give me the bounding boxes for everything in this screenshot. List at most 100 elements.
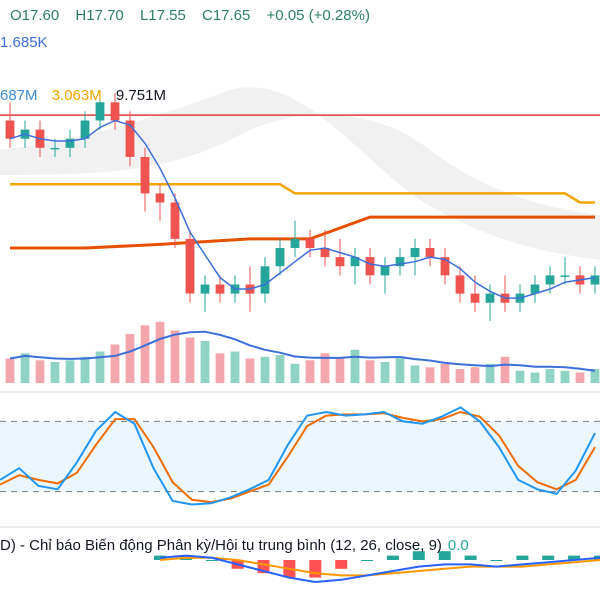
candle-body <box>215 284 225 294</box>
candle-body <box>80 120 90 139</box>
volume-bar <box>260 356 270 384</box>
candle-body <box>485 293 495 303</box>
macd-histogram-bar <box>335 560 348 569</box>
high-value: H17.70 <box>75 7 124 24</box>
volume-bar <box>290 363 300 384</box>
macd-signal-line <box>159 556 600 577</box>
volume-bar <box>20 353 30 384</box>
candle-body <box>425 248 435 258</box>
volume-bar <box>140 325 150 384</box>
macd-histogram-bar <box>542 555 555 560</box>
volume-bar <box>365 360 375 384</box>
macd-histogram-bar <box>309 560 322 578</box>
volume-bar <box>245 358 255 383</box>
volume-bar <box>485 363 495 384</box>
candle-body <box>410 248 420 258</box>
candle-body <box>50 147 60 150</box>
candle-body <box>590 275 600 285</box>
candle-body <box>455 275 465 294</box>
macd-histogram-bar <box>490 560 503 561</box>
candle-body <box>5 120 15 139</box>
candle-body <box>110 102 120 121</box>
macd-histogram-bar <box>386 555 399 560</box>
macd-line <box>159 554 600 584</box>
macd-histogram-bar <box>412 551 425 560</box>
volume-bar <box>185 337 195 383</box>
candle-body <box>275 248 285 267</box>
volume-bar <box>5 358 15 383</box>
volume-ma-line <box>9 330 596 372</box>
macd-histogram-bar <box>361 560 374 561</box>
candle-body <box>155 193 165 203</box>
candle-body <box>95 102 105 121</box>
cloud-area <box>0 87 600 260</box>
orange-level-line <box>10 183 595 204</box>
volume-bar <box>425 367 435 384</box>
stoch-k-line <box>0 406 596 506</box>
candle-body <box>260 266 270 294</box>
close-value: C17.65 <box>202 7 251 24</box>
macd-histogram-bar <box>438 551 451 560</box>
volume-value: 1.685K <box>0 34 48 51</box>
volume-bar <box>65 360 75 384</box>
volume-bar <box>215 353 225 384</box>
stoch-d-line <box>0 410 596 504</box>
macd-legend: D) - Chỉ báo Biến động Phân kỳ/Hội tụ tr… <box>0 537 469 554</box>
macd-histogram-bar <box>568 555 581 560</box>
candle-body <box>140 157 150 194</box>
volume-bar <box>575 372 585 383</box>
candle-body <box>65 138 75 148</box>
volume-bar <box>470 367 480 384</box>
volume-bar <box>95 351 105 383</box>
candle-body <box>380 266 390 276</box>
candle-body <box>200 284 210 294</box>
volume-bar <box>50 362 60 383</box>
volume-bar <box>530 372 540 383</box>
candle-body <box>290 238 300 248</box>
candle-body <box>185 238 195 294</box>
candle-body <box>170 202 180 239</box>
open-value: O17.60 <box>10 7 60 24</box>
volume-bar <box>560 370 570 384</box>
volume-bar <box>125 334 135 383</box>
ohlc-legend: O17.60 H17.70 L17.55 C17.65 +0.05 (+0.28… <box>10 7 382 24</box>
volume-bar <box>230 351 240 383</box>
volume-bar <box>590 369 600 383</box>
volume-bar <box>305 360 315 384</box>
change-value: +0.05 (+0.28%) <box>266 7 370 24</box>
volume-bar <box>500 356 510 384</box>
candle-body <box>470 293 480 303</box>
volume-bar <box>350 349 360 384</box>
macd-histogram-bar <box>205 560 218 561</box>
ma-value-2: 3.063M <box>51 87 102 104</box>
volume-bar <box>410 365 420 383</box>
low-value: L17.55 <box>139 7 186 24</box>
volume-legend: 1.685K <box>0 34 48 51</box>
volume-bar <box>275 355 285 383</box>
volume-bar <box>170 330 180 383</box>
candle-body <box>530 284 540 294</box>
macd-value: 0.0 <box>447 537 469 554</box>
candle-body <box>305 238 315 248</box>
volume-bar <box>155 321 165 384</box>
volume-bar <box>515 370 525 384</box>
candle-body <box>350 257 360 267</box>
volume-bar <box>320 353 330 384</box>
ma-legend: 687M 3.063M 9.751M <box>0 87 166 104</box>
stoch-band-fill <box>0 421 600 492</box>
volume-bar <box>110 344 120 383</box>
volume-bar <box>35 360 45 384</box>
candle-body <box>365 257 375 276</box>
price-ma-line <box>9 119 596 299</box>
volume-bar <box>335 358 345 383</box>
macd-histogram-bar <box>516 555 529 560</box>
volume-bar <box>545 369 555 383</box>
candle-body <box>125 120 135 157</box>
candle-body <box>320 248 330 258</box>
candle-body <box>560 275 570 277</box>
macd-histogram-bar <box>464 555 477 560</box>
volume-bar <box>440 363 450 384</box>
macd-title: D) - Chỉ báo Biến động Phân kỳ/Hội tụ tr… <box>0 537 442 554</box>
ma-value-1: 687M <box>0 87 38 104</box>
